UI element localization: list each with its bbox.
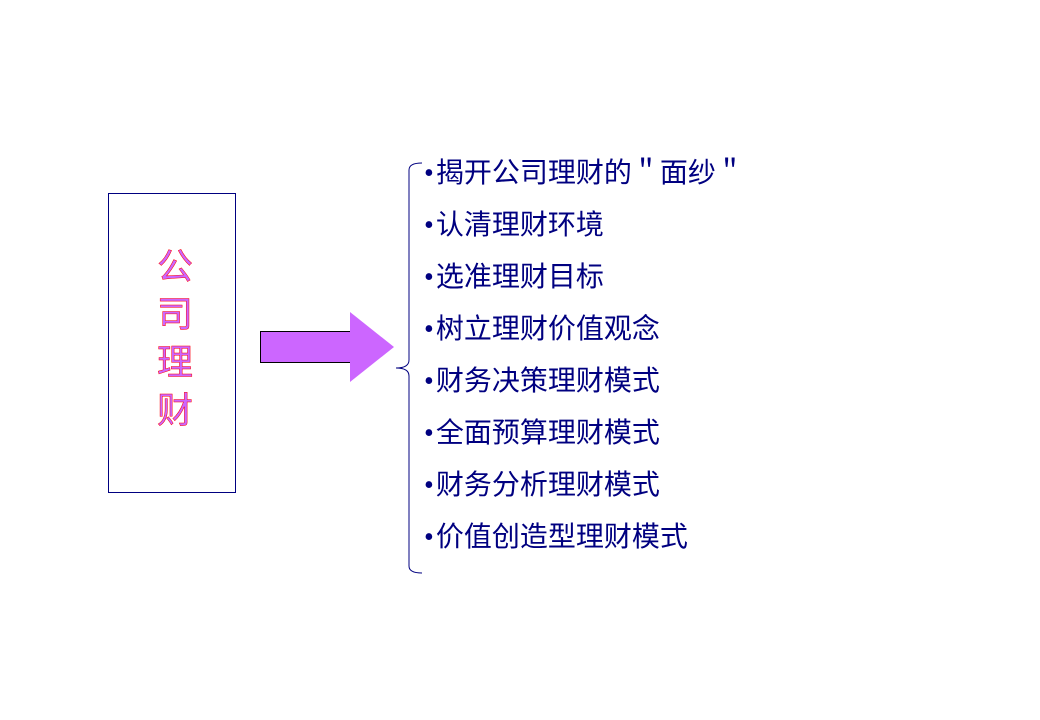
list-item: • 认清理财环境 [424,200,744,252]
main-topic-box: 公司理财 [108,193,236,493]
bullet-icon: • [424,148,434,200]
list-item-label: 财务分析理财模式 [436,460,660,512]
arrow-shaft [260,331,350,363]
list-item-label: 全面预算理财模式 [436,408,660,460]
list-item-label: 价值创造型理财模式 [436,512,688,564]
bullet-icon: • [424,460,434,512]
bullet-icon: • [424,356,434,408]
list-item: • 财务决策理财模式 [424,356,744,408]
bracket-path [396,163,422,573]
bullet-icon: • [424,304,434,356]
list-item-label: 财务决策理财模式 [436,356,660,408]
list-item: • 选准理财目标 [424,252,744,304]
list-item-label: 选准理财目标 [436,252,604,304]
topic-list: • 揭开公司理财的＂面纱＂ • 认清理财环境 • 选准理财目标 • 树立理财价值… [424,148,744,564]
bullet-icon: • [424,252,434,304]
list-item-label: 揭开公司理财的＂面纱＂ [436,148,744,200]
list-item: • 价值创造型理财模式 [424,512,744,564]
list-item-label: 树立理财价值观念 [436,304,660,356]
bullet-icon: • [424,408,434,460]
list-item: • 树立理财价值观念 [424,304,744,356]
list-item: • 揭开公司理财的＂面纱＂ [424,148,744,200]
list-item-label: 认清理财环境 [436,200,604,252]
bracket-icon [396,162,422,574]
list-item: • 全面预算理财模式 [424,408,744,460]
arrow-head-icon [350,312,394,382]
bullet-icon: • [424,200,434,252]
list-item: • 财务分析理财模式 [424,460,744,512]
main-topic-label: 公司理财 [146,247,198,439]
bullet-icon: • [424,512,434,564]
